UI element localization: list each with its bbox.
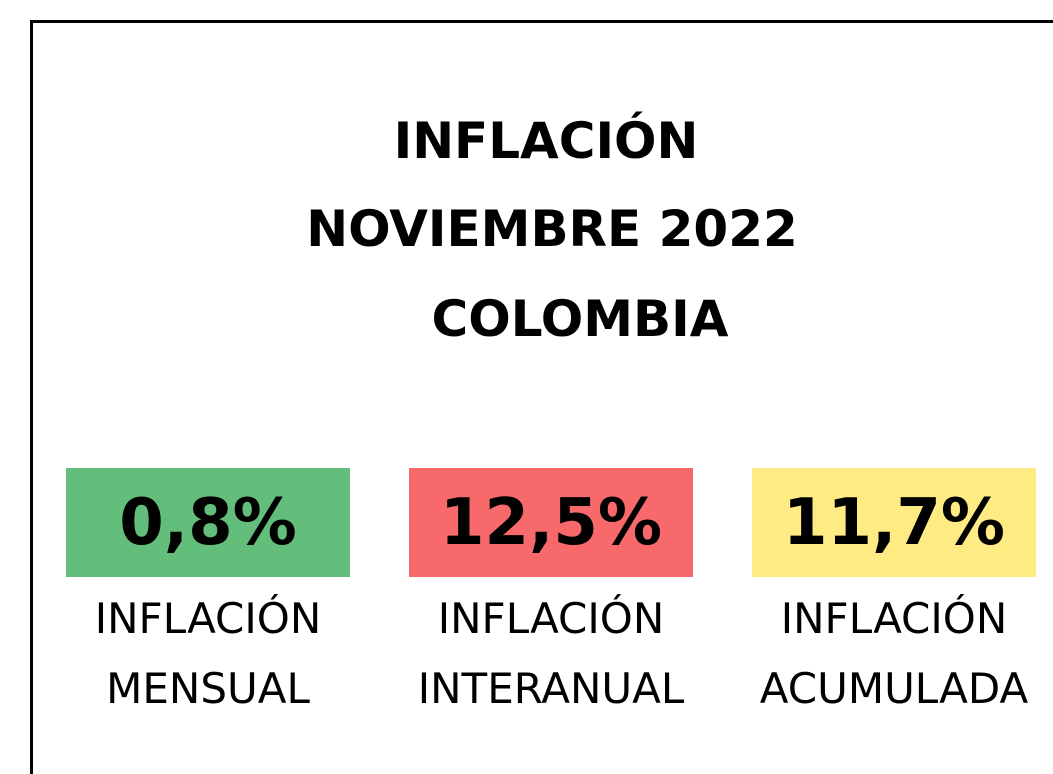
indicator-label: INFLACIÓN bbox=[780, 594, 1008, 643]
indicator-value: 11,7% bbox=[782, 485, 1006, 560]
indicator-card: 12,5% bbox=[409, 468, 693, 577]
indicator-card: 11,7% bbox=[752, 468, 1036, 577]
frame bbox=[30, 20, 1053, 774]
indicator-label: INFLACIÓN bbox=[94, 594, 322, 643]
title-line: INFLACIÓN bbox=[393, 112, 699, 170]
indicator-label: INTERANUAL bbox=[417, 664, 685, 713]
title-line: COLOMBIA bbox=[431, 290, 729, 348]
indicator-value: 0,8% bbox=[119, 485, 297, 560]
indicator-label: ACUMULADA bbox=[759, 664, 1029, 713]
indicator-card: 0,8% bbox=[66, 468, 350, 577]
indicator-label: MENSUAL bbox=[106, 664, 310, 713]
indicator-value: 12,5% bbox=[439, 485, 663, 560]
title-line: NOVIEMBRE 2022 bbox=[306, 200, 798, 258]
indicator-label: INFLACIÓN bbox=[437, 594, 665, 643]
